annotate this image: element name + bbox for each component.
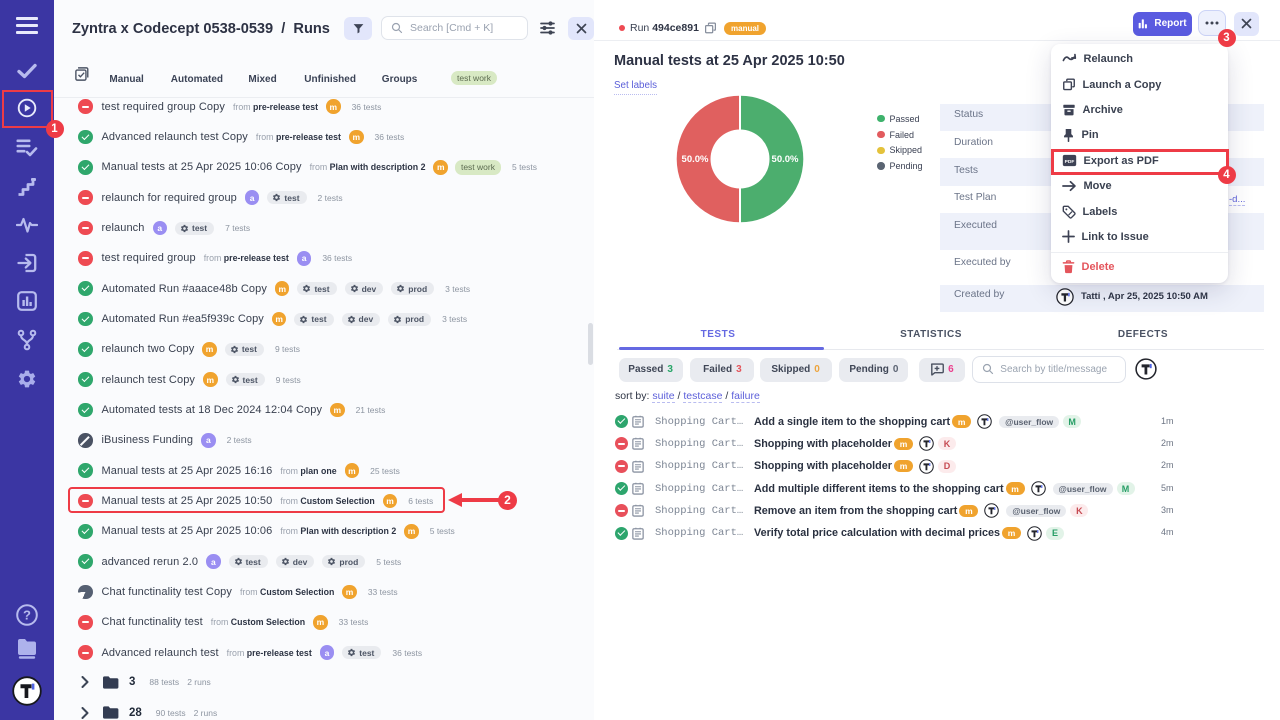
svg-text:PDF: PDF bbox=[1064, 159, 1074, 165]
svg-text:50.0%: 50.0% bbox=[682, 154, 709, 165]
svg-text:?: ? bbox=[23, 608, 31, 623]
svg-text:50.0%: 50.0% bbox=[772, 154, 799, 165]
